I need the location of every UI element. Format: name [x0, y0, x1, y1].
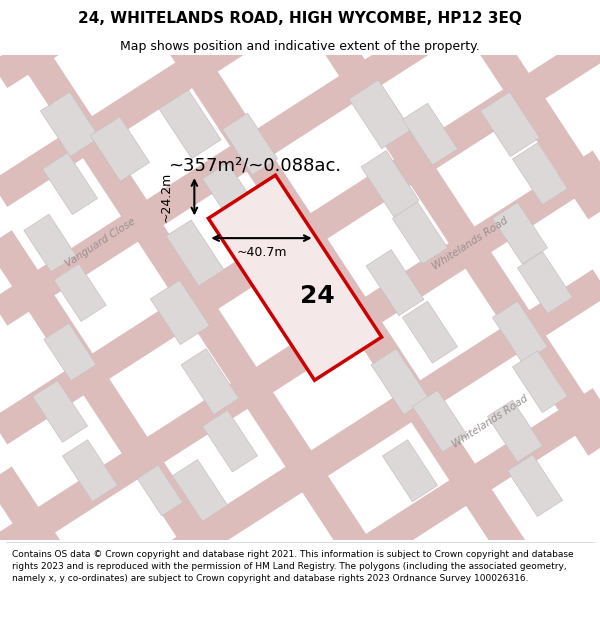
- Polygon shape: [481, 92, 539, 156]
- Polygon shape: [54, 264, 106, 321]
- Polygon shape: [91, 117, 149, 181]
- Polygon shape: [403, 103, 458, 165]
- Polygon shape: [159, 90, 221, 159]
- Text: Contains OS data © Crown copyright and database right 2021. This information is : Contains OS data © Crown copyright and d…: [12, 550, 574, 582]
- Polygon shape: [43, 152, 98, 214]
- Polygon shape: [32, 381, 88, 442]
- Polygon shape: [62, 440, 118, 502]
- Polygon shape: [151, 280, 209, 344]
- Polygon shape: [508, 454, 563, 516]
- Polygon shape: [181, 349, 239, 414]
- Polygon shape: [40, 92, 100, 156]
- Text: Map shows position and indicative extent of the property.: Map shows position and indicative extent…: [120, 39, 480, 52]
- Text: Vanguard Close: Vanguard Close: [63, 217, 137, 269]
- Polygon shape: [166, 220, 224, 286]
- Text: Whitelands Road: Whitelands Road: [430, 215, 509, 271]
- Polygon shape: [493, 202, 548, 264]
- Polygon shape: [412, 390, 467, 452]
- Polygon shape: [223, 113, 278, 175]
- Polygon shape: [487, 400, 542, 462]
- Polygon shape: [172, 459, 227, 521]
- Polygon shape: [371, 349, 429, 414]
- Text: Whitelands Road: Whitelands Road: [451, 393, 530, 449]
- Polygon shape: [382, 440, 437, 502]
- Polygon shape: [24, 214, 76, 272]
- Text: 24: 24: [299, 284, 334, 308]
- Text: ~24.2m: ~24.2m: [160, 172, 173, 222]
- Polygon shape: [392, 202, 448, 264]
- Polygon shape: [512, 351, 568, 413]
- Polygon shape: [493, 301, 548, 363]
- Polygon shape: [517, 252, 572, 314]
- Polygon shape: [349, 80, 411, 149]
- Polygon shape: [512, 143, 568, 205]
- Text: ~357m²/~0.088ac.: ~357m²/~0.088ac.: [169, 157, 341, 175]
- Text: ~40.7m: ~40.7m: [236, 246, 287, 259]
- Polygon shape: [366, 249, 424, 316]
- Polygon shape: [137, 465, 183, 516]
- Polygon shape: [361, 151, 419, 217]
- Polygon shape: [44, 323, 96, 381]
- Text: 24, WHITELANDS ROAD, HIGH WYCOMBE, HP12 3EQ: 24, WHITELANDS ROAD, HIGH WYCOMBE, HP12 …: [78, 11, 522, 26]
- Polygon shape: [208, 175, 382, 380]
- Polygon shape: [403, 301, 458, 363]
- Polygon shape: [202, 162, 257, 224]
- Polygon shape: [202, 410, 257, 472]
